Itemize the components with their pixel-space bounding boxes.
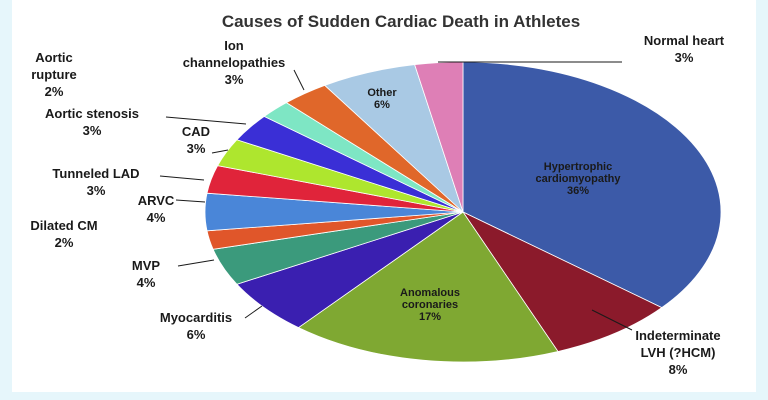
slice-label-line: cardiomyopathy: [536, 173, 622, 185]
leader-line-lvh: [591, 309, 633, 331]
slice-label-line: channelopathies: [183, 55, 286, 70]
slice-label-line: Tunneled LAD: [52, 166, 139, 181]
slice-label-line: 8%: [669, 362, 688, 377]
slice-label-line: 4%: [147, 210, 166, 225]
slice-label-line: 3%: [87, 183, 106, 198]
slice-label-as: Aortic stenosis 3%: [45, 106, 139, 138]
leader-line-cad: [211, 149, 229, 154]
slice-label-line: 3%: [83, 123, 102, 138]
leader-lines: [159, 61, 633, 331]
slice-label-line: 3%: [225, 72, 244, 87]
slice-label-cad: CAD 3%: [182, 124, 210, 156]
leader-line-myo: [244, 305, 263, 319]
slice-label-anom: Anomalous coronaries 17%: [400, 287, 460, 323]
slice-label-ion: Ion channelopathies 3%: [183, 38, 286, 87]
slice-label-line: Aortic: [35, 50, 73, 65]
pie-slice-lvh: [461, 210, 663, 352]
slice-label-line: 17%: [419, 311, 441, 323]
slice-label-line: 6%: [187, 327, 206, 342]
slice-label-arvc: ARVC 4%: [138, 193, 175, 225]
slice-label-line: Indeterminate: [635, 328, 720, 343]
pie-slice-hcm: [462, 61, 722, 309]
slice-label-tlad: Tunneled LAD 3%: [52, 166, 139, 198]
slice-label-line: ARVC: [138, 193, 175, 208]
slice-label-hcm: Hypertrophic cardiomyopathy 36%: [536, 161, 622, 197]
slice-label-line: Other: [367, 87, 397, 99]
slice-label-line: 36%: [567, 185, 589, 197]
leader-line-as: [165, 116, 247, 125]
slice-label-line: Myocarditis: [160, 310, 232, 325]
slice-label-line: Aortic stenosis: [45, 106, 139, 121]
slice-label-myo: Myocarditis 6%: [160, 310, 232, 342]
leader-line-arvc: [175, 199, 206, 203]
slice-label-line: Anomalous: [400, 287, 460, 299]
slice-label-line: 3%: [187, 141, 206, 156]
pie-slices: [204, 61, 722, 363]
pie-slice-anom: [297, 211, 559, 363]
slice-label-line: Normal heart: [644, 33, 725, 48]
slice-label-line: 2%: [45, 84, 64, 99]
slice-label-line: MVP: [132, 258, 161, 273]
slice-label-nh: Normal heart 3%: [644, 33, 725, 65]
slice-label-other: Other 6%: [367, 87, 397, 111]
slice-label-line: Hypertrophic: [544, 161, 612, 173]
slice-label-lvh: Indeterminate LVH (?HCM) 8%: [635, 328, 720, 377]
slice-label-line: Dilated CM: [30, 218, 97, 233]
slice-label-dcm: Dilated CM 2%: [30, 218, 97, 250]
slice-label-line: 6%: [374, 99, 390, 111]
chart-title: Causes of Sudden Cardiac Death in Athlet…: [222, 12, 580, 31]
leader-line-ion: [293, 69, 305, 91]
slice-label-line: LVH (?HCM): [641, 345, 716, 360]
slice-label-line: 2%: [55, 235, 74, 250]
slice-label-ar: Aortic rupture 2%: [31, 50, 77, 99]
slice-labels: Hypertrophic cardiomyopathy 36% Indetermina…: [30, 33, 724, 377]
slice-label-line: coronaries: [402, 299, 458, 311]
slice-label-mvp: MVP 4%: [132, 258, 161, 290]
leader-line-mvp: [177, 259, 215, 267]
slice-label-line: CAD: [182, 124, 210, 139]
leader-line-tlad: [159, 175, 205, 181]
slice-label-line: 3%: [675, 50, 694, 65]
slice-label-line: 4%: [137, 275, 156, 290]
slice-label-line: Ion: [224, 38, 244, 53]
slice-label-line: rupture: [31, 67, 77, 82]
